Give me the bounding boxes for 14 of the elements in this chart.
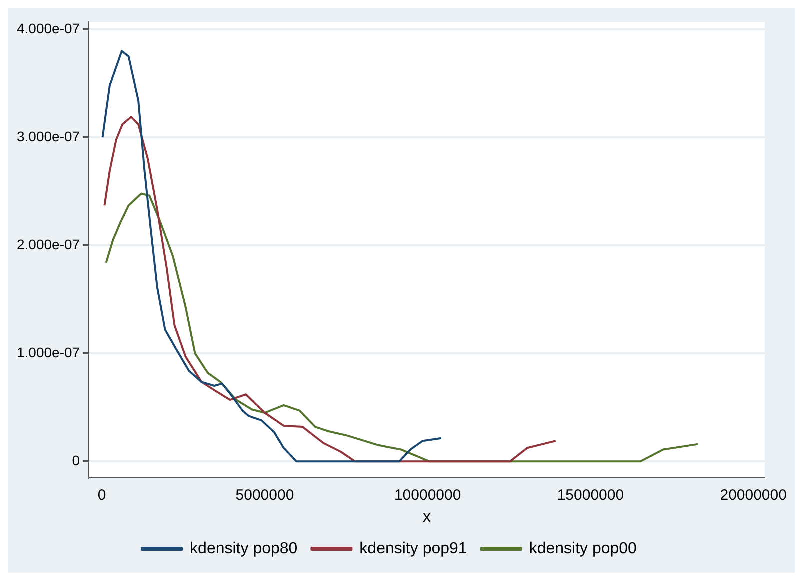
y-tick-label: 4.000e-07	[16, 20, 80, 36]
x-tick-label: 0	[98, 486, 106, 504]
x-tick-label: 5000000	[236, 486, 294, 504]
y-tick-label: 1.000e-07	[16, 344, 80, 360]
legend-label: kdensity pop80	[190, 540, 298, 558]
y-tick-label: 0	[72, 452, 80, 468]
x-tick-label: 10000000	[394, 486, 462, 504]
y-tick-label: 3.000e-07	[16, 128, 80, 144]
y-tick-label: 2.000e-07	[16, 236, 80, 252]
x-tick-label: 20000000	[720, 486, 787, 504]
x-axis-title: x	[423, 508, 432, 526]
legend-label: kdensity pop91	[360, 540, 468, 558]
legend-label: kdensity pop00	[529, 540, 638, 558]
x-tick-label: 15000000	[557, 486, 624, 504]
